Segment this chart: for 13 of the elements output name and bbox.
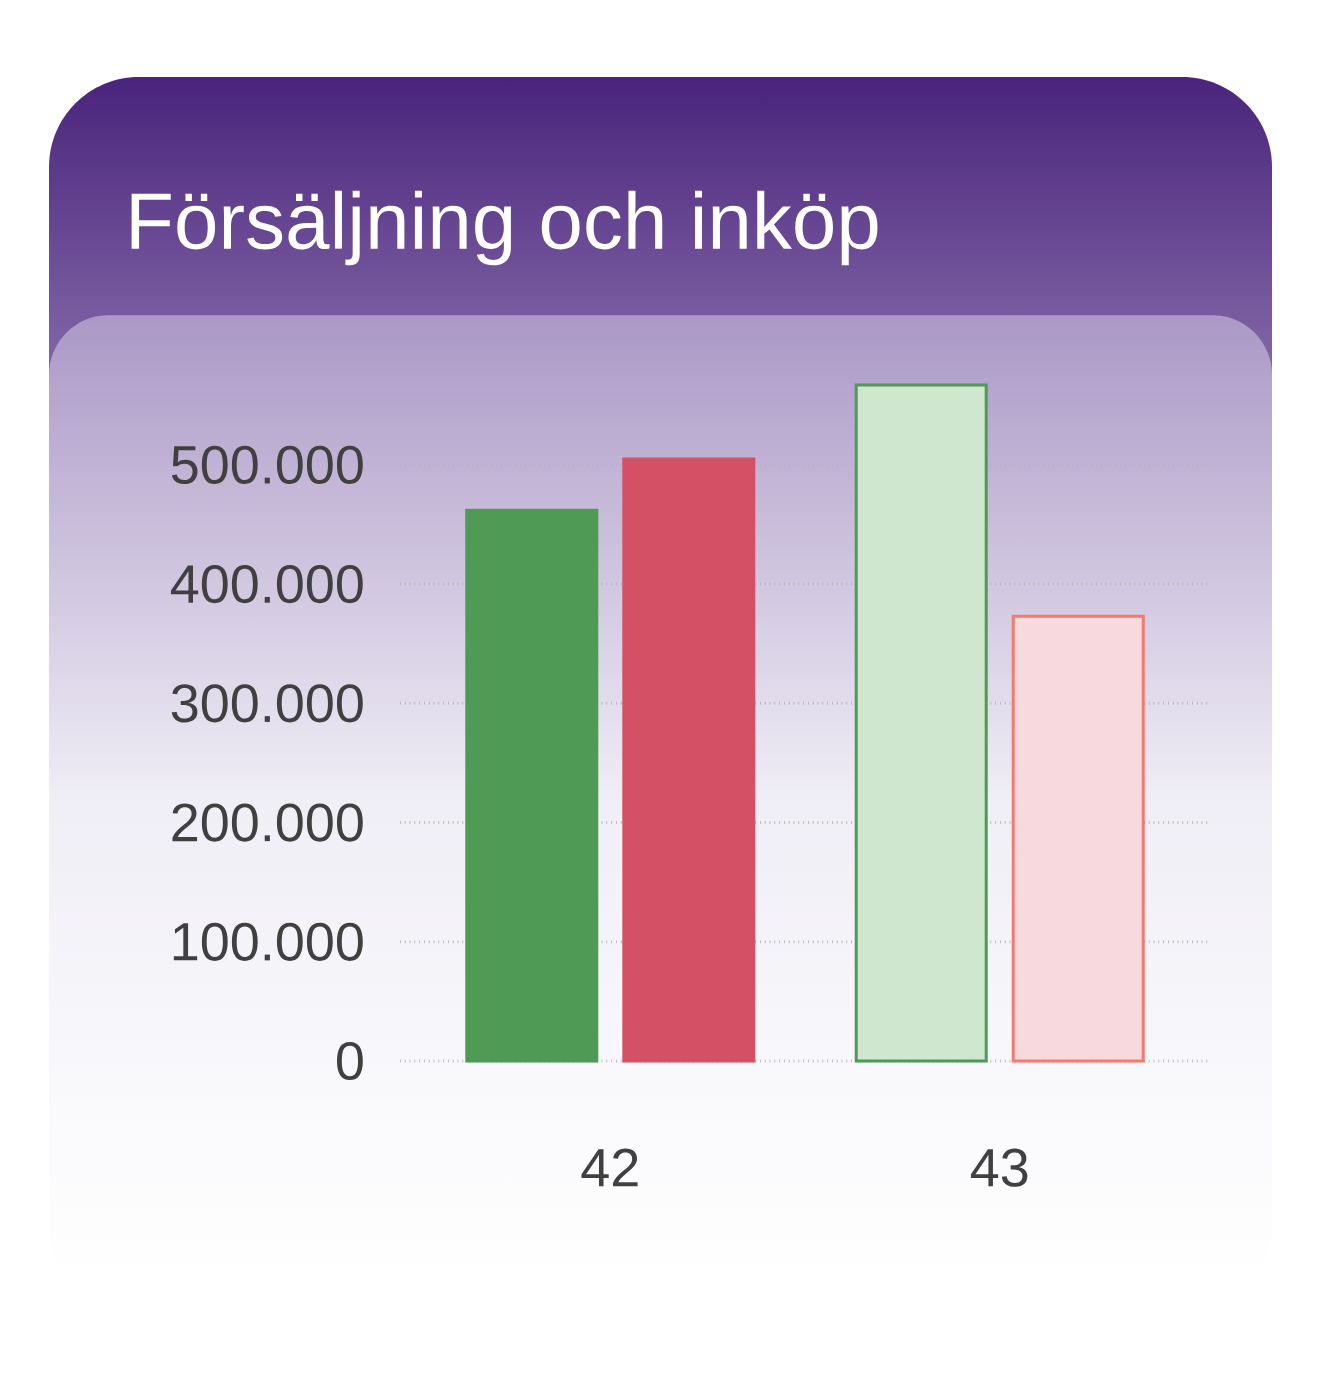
y-tick-label: 400.000 (170, 564, 363, 604)
y-tick-label: 200.000 (172, 803, 363, 842)
chart-title: Försäljning och inköp (131, 190, 878, 266)
bar (1011, 614, 1145, 1063)
y-tick-label: 500.000 (171, 445, 363, 484)
bar (854, 383, 988, 1063)
x-tick-label: 43 (970, 1148, 1028, 1187)
bar (465, 508, 599, 1063)
y-tick-label: 0 (337, 1041, 363, 1081)
y-tick-label: 100.000 (173, 922, 363, 961)
x-tick-label: 42 (581, 1148, 638, 1187)
bar (622, 457, 756, 1063)
y-tick-label: 300.000 (171, 684, 363, 723)
